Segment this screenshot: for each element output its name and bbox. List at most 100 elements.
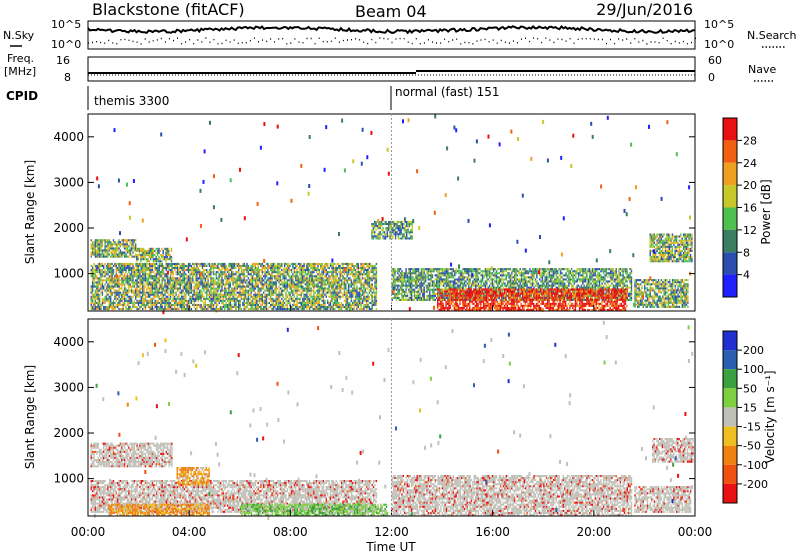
heatmap-cell — [343, 299, 346, 302]
heatmap-cell — [251, 269, 254, 272]
heatmap-cell — [211, 281, 213, 284]
heatmap-cell — [178, 269, 180, 272]
heatmap-cell — [350, 283, 353, 286]
heatmap-cell — [249, 287, 251, 290]
heatmap-cell — [165, 291, 167, 294]
heatmap-cell — [114, 264, 116, 267]
heatmap-cell — [137, 275, 140, 278]
heatmap-cell — [97, 251, 99, 254]
heatmap-cell — [239, 308, 241, 311]
heatmap-cell — [136, 262, 138, 265]
heatmap-cell — [419, 296, 421, 299]
heatmap-cell — [320, 273, 322, 276]
heatmap-cell — [412, 270, 414, 273]
heatmap-cell — [175, 264, 177, 267]
heatmap-cell — [161, 269, 163, 272]
heatmap-cell — [228, 269, 230, 272]
heatmap-cell — [135, 275, 137, 278]
heatmap-cell — [310, 283, 312, 286]
heatmap-cell — [117, 249, 119, 252]
heatmap-cell — [480, 286, 482, 289]
heatmap-cell — [320, 293, 322, 296]
heatmap-cell — [203, 275, 205, 278]
heatmap-cell — [137, 299, 140, 302]
heatmap-cell — [152, 247, 155, 250]
heatmap-cell — [375, 281, 378, 284]
heatmap-cell — [366, 264, 368, 267]
heatmap-cell — [243, 262, 245, 265]
heatmap-cell — [476, 278, 478, 281]
heatmap-cell — [90, 264, 92, 267]
heatmap-cell — [318, 287, 321, 290]
heatmap-cell — [293, 281, 295, 284]
heatmap-cell — [119, 273, 122, 276]
heatmap-cell — [119, 308, 122, 311]
heatmap-cell — [325, 279, 327, 282]
heatmap-cell — [179, 291, 181, 294]
heatmap-cell — [481, 276, 484, 279]
heatmap-cell — [210, 303, 212, 306]
heatmap-cell — [364, 262, 366, 265]
heatmap-cell — [182, 289, 184, 292]
heatmap-cell — [256, 295, 258, 298]
heatmap-cell — [267, 293, 269, 296]
heatmap-cell — [122, 289, 124, 292]
heatmap-cell — [143, 287, 145, 290]
heatmap-cell — [142, 301, 144, 304]
heatmap-cell — [204, 299, 206, 302]
heatmap-cell — [96, 253, 98, 256]
heatmap-cell — [343, 281, 346, 284]
heatmap-cell — [91, 241, 94, 244]
heatmap-cell — [98, 283, 101, 286]
heatmap-cell — [164, 267, 166, 270]
heatmap-cell — [325, 293, 327, 296]
heatmap-cell — [436, 268, 438, 271]
heatmap-cell — [194, 275, 197, 278]
heatmap-cell — [347, 303, 350, 306]
heatmap-cell — [110, 251, 112, 254]
heatmap-cell — [449, 276, 452, 279]
heatmap-cell — [427, 286, 430, 289]
heatmap-cell — [445, 276, 448, 279]
noise-sky-label: N.Sky — [3, 29, 35, 42]
heatmap-cell — [242, 287, 244, 290]
heatmap-cell — [203, 289, 205, 292]
heatmap-cell — [221, 275, 223, 278]
heatmap-cell — [208, 283, 211, 286]
heatmap-cell — [409, 274, 411, 277]
heatmap-cell — [391, 278, 393, 281]
heatmap-cell — [339, 285, 341, 288]
heatmap-cell — [372, 301, 375, 304]
heatmap-cell — [307, 269, 309, 272]
heatmap-cell — [130, 245, 133, 248]
heatmap-cell — [408, 278, 410, 281]
heatmap-cell — [426, 296, 428, 299]
heatmap-cell — [189, 295, 191, 298]
heatmap-cell — [194, 303, 197, 306]
heatmap-cell — [175, 262, 177, 265]
heatmap-cell — [311, 271, 314, 274]
heatmap-cell — [315, 289, 318, 292]
heatmap-cell — [483, 276, 485, 279]
heatmap-cell — [158, 308, 161, 311]
heatmap-cell — [136, 281, 138, 284]
heatmap-cell — [238, 277, 240, 280]
heatmap-cell — [132, 289, 134, 292]
heatmap-cell — [306, 297, 308, 300]
heatmap-cell — [132, 295, 134, 298]
heatmap-cell — [97, 303, 99, 306]
heatmap-cell — [96, 301, 98, 304]
heatmap-cell — [360, 264, 362, 267]
heatmap-cell — [372, 264, 375, 267]
heatmap-cell — [160, 291, 162, 294]
heatmap-cell — [154, 299, 156, 302]
heatmap-cell — [190, 295, 193, 298]
heatmap-cell — [340, 279, 343, 282]
heatmap-cell — [433, 296, 435, 299]
heatmap-cell — [254, 297, 257, 300]
heatmap-cell — [103, 301, 105, 304]
heatmap-cell — [250, 303, 252, 306]
heatmap-cell — [321, 293, 323, 296]
heatmap-cell — [174, 269, 176, 272]
heatmap-cell — [335, 264, 337, 267]
